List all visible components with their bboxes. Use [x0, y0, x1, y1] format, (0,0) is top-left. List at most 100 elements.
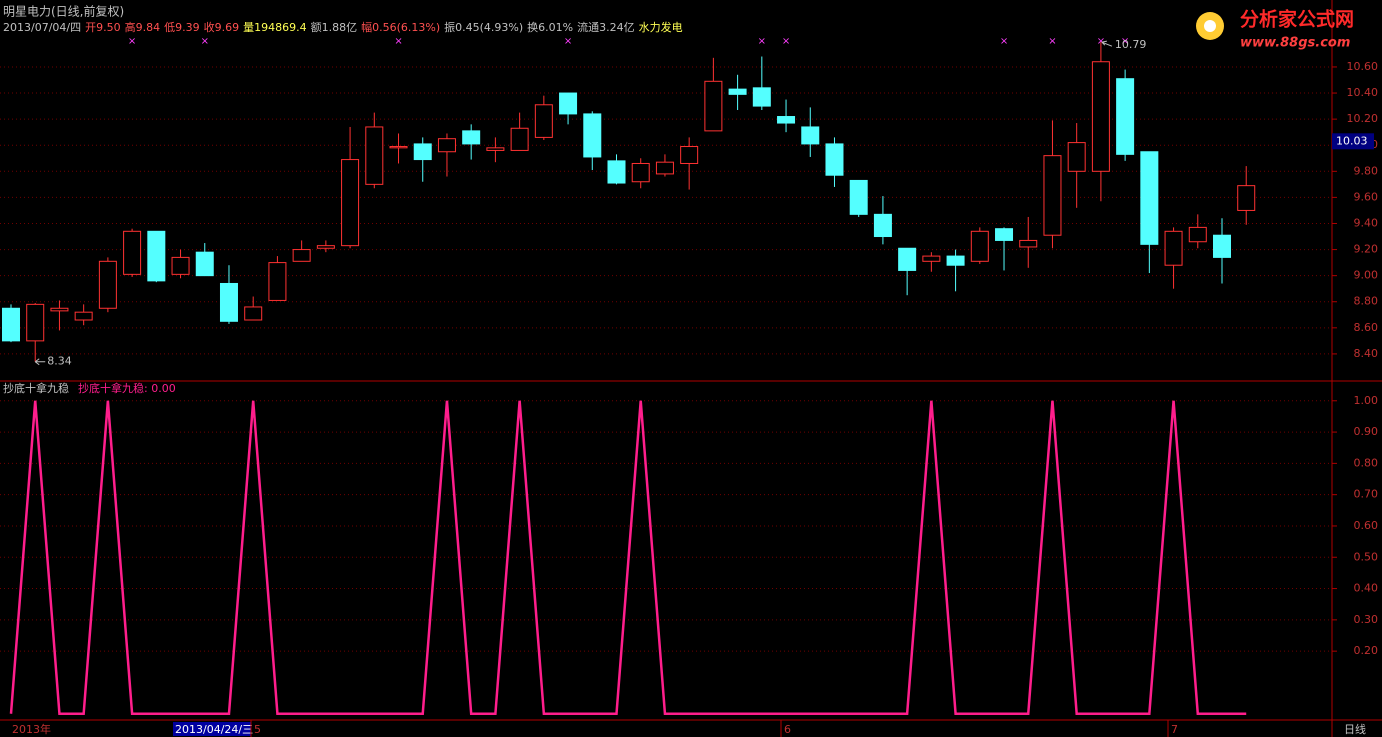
header-info: 高9.84 [125, 20, 161, 34]
candle-body [559, 92, 578, 115]
candle-body [728, 88, 747, 95]
x-tick-label: 6 [784, 723, 791, 736]
candle-body [946, 255, 965, 266]
candle-body [413, 143, 432, 161]
logo-url: www.88gs.com [1240, 36, 1350, 51]
signal-marker: × [758, 36, 766, 47]
candle-body [1091, 61, 1110, 172]
signal-marker: × [1121, 36, 1129, 47]
signal-marker: × [1097, 36, 1105, 47]
y-tick-label: 0.40 [1354, 582, 1379, 595]
period-label: 日线 [1344, 722, 1366, 736]
candle-body [680, 146, 699, 164]
cursor-price-box [1332, 133, 1374, 150]
signal-marker: × [394, 36, 402, 47]
candle-body [801, 126, 820, 145]
low-annotation: 8.34 [47, 355, 72, 368]
candle-body [1237, 185, 1256, 211]
header-info: 幅0.56(6.13%) [361, 21, 440, 34]
candle-body [1164, 230, 1183, 266]
cursor-price-label: 10.03 [1336, 134, 1368, 147]
x-tick-label: 7 [1171, 723, 1178, 736]
y-tick-label: 9.00 [1354, 269, 1379, 282]
candle-body [1116, 78, 1135, 155]
candle-body [777, 116, 796, 124]
x-tick-label: 2013年 [12, 722, 51, 736]
signal-marker: × [782, 36, 790, 47]
candle-body [1188, 226, 1207, 243]
candle-body [195, 251, 214, 277]
header-info: 额1.88亿 [311, 21, 358, 34]
signal-marker: × [1048, 36, 1056, 47]
signal-marker: × [128, 36, 136, 47]
annotation-arrow [34, 358, 46, 366]
candle-body [98, 260, 117, 309]
y-tick-label: 8.80 [1354, 295, 1379, 308]
candle-body [268, 262, 287, 301]
candle-body [922, 255, 941, 262]
candle-body [219, 282, 238, 322]
indicator-name: 抄底十拿九稳 [3, 381, 69, 395]
y-tick-label: 9.60 [1354, 190, 1379, 203]
y-tick-label: 0.60 [1354, 519, 1379, 532]
x-tick-label: 5 [254, 723, 261, 736]
candle-body [437, 138, 456, 153]
candle-body [171, 256, 190, 275]
candle-body [825, 143, 844, 176]
candle-body [655, 161, 674, 175]
candle-body [704, 80, 723, 132]
y-tick-label: 0.80 [1354, 456, 1379, 469]
candle-body [1213, 234, 1231, 258]
candle-body [1019, 239, 1038, 248]
candle-body [462, 130, 481, 145]
logo-icon [1204, 20, 1216, 32]
candle-body [123, 230, 142, 275]
candle-body [74, 311, 93, 321]
candle-body [534, 104, 553, 138]
candle-body [244, 306, 263, 321]
annotation-arrow [1101, 40, 1113, 47]
y-tick-label: 10.20 [1347, 112, 1379, 125]
header-info: 流通3.24亿 [577, 20, 635, 34]
candle-body [1140, 151, 1159, 245]
candle-body [341, 159, 360, 247]
y-tick-label: 10.60 [1347, 60, 1379, 73]
x-tick-label: 2013/04/24/三 [175, 723, 253, 736]
header-info: 换6.01% [527, 20, 573, 34]
y-tick-label: 0.50 [1354, 550, 1379, 563]
candle-body [50, 307, 69, 312]
candle-body [365, 126, 384, 185]
y-tick-label: 9.80 [1354, 164, 1379, 177]
candle-body [1043, 155, 1062, 236]
candle-body [970, 230, 989, 262]
candle-body [583, 113, 602, 158]
candle-body [752, 87, 771, 107]
candle-body [1067, 142, 1086, 172]
signal-marker: × [564, 36, 572, 47]
y-tick-label: 9.20 [1354, 243, 1379, 256]
stock-title: 明星电力(日线,前复权) [3, 4, 124, 19]
high-annotation: 10.79 [1115, 38, 1147, 51]
candle-body [316, 245, 335, 249]
header-info: 2013/07/04/四 [3, 21, 81, 34]
candle-body [486, 147, 505, 151]
candle-body [631, 162, 650, 183]
x-label-highlight [173, 722, 251, 736]
header-info: 开9.50 [85, 21, 121, 34]
header-info: 低9.39 [164, 21, 200, 34]
candle-body [26, 303, 45, 342]
candle-body [292, 249, 311, 262]
indicator-legend: 抄底十拿九稳: 0.00 [78, 381, 176, 395]
y-tick-label: 8.40 [1354, 347, 1379, 360]
candle-body [147, 230, 166, 282]
candle-body [995, 228, 1014, 241]
candle-body [389, 146, 408, 149]
candle-body [607, 160, 626, 184]
header-info: 振0.45(4.93%) [444, 20, 523, 34]
signal-marker: × [1000, 36, 1008, 47]
y-tick-label: 0.30 [1354, 613, 1379, 626]
y-tick-label: 0.90 [1354, 425, 1379, 438]
header-info: 量194869.4 [243, 21, 307, 34]
